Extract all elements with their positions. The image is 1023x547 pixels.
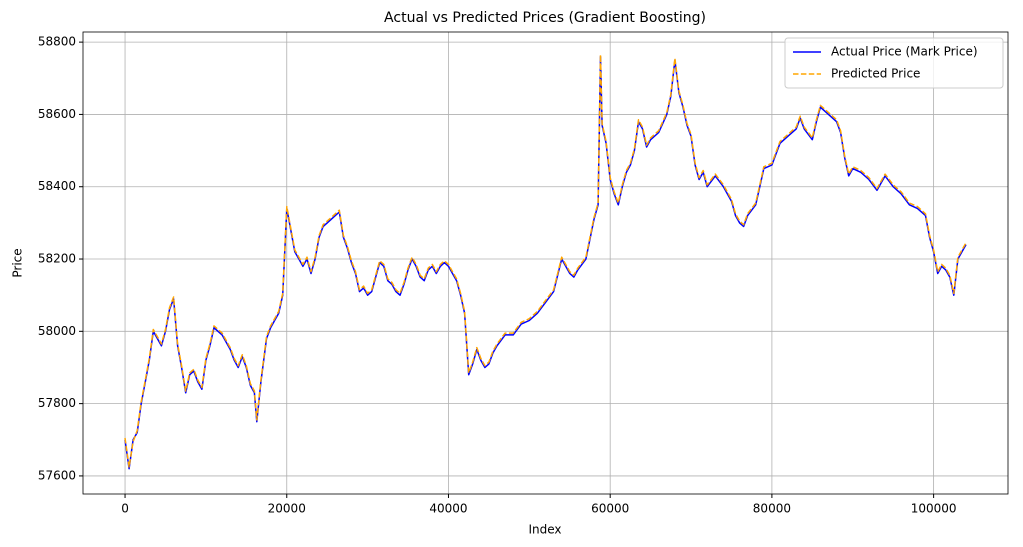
- data-line: [124, 55, 967, 470]
- plot-frame: [82, 31, 1009, 495]
- x-tick-label: 0: [121, 502, 129, 516]
- x-tick-label: 80000: [753, 502, 791, 516]
- y-tick-label: 57600: [38, 468, 76, 482]
- legend-label: Actual Price (Mark Price): [831, 45, 978, 59]
- y-axis-label: Price: [11, 248, 25, 277]
- y-tick-label: 58400: [38, 179, 76, 193]
- data-line: [124, 54, 967, 468]
- chart-title: Actual vs Predicted Prices (Gradient Boo…: [384, 10, 706, 26]
- y-tick-label: 58600: [38, 107, 76, 121]
- y-tick-label: 58800: [38, 35, 76, 49]
- y-tick-label: 58200: [38, 252, 76, 266]
- x-tick-label: 20000: [268, 502, 306, 516]
- x-tick-label: 60000: [591, 502, 629, 516]
- y-tick-label: 58000: [38, 324, 76, 338]
- y-tick-label: 57800: [38, 396, 76, 410]
- x-tick-label: 40000: [429, 502, 467, 516]
- x-tick-label: 100000: [911, 502, 957, 516]
- legend-label: Predicted Price: [831, 67, 920, 81]
- x-axis-label: Index: [528, 523, 561, 537]
- legend-box: [784, 37, 1004, 89]
